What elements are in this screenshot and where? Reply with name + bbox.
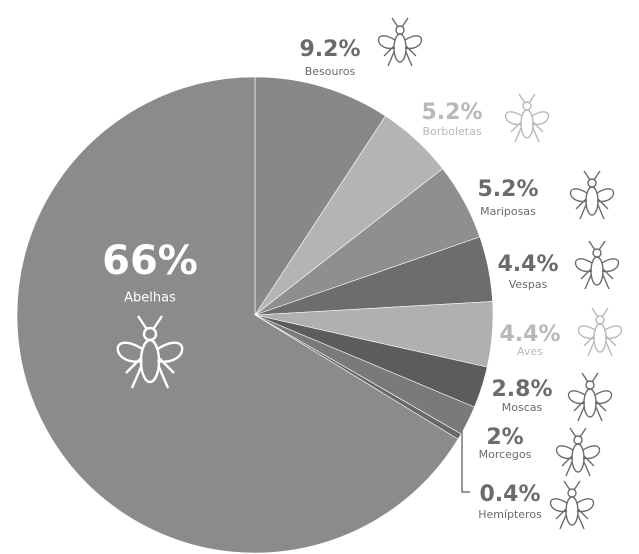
icon — [577, 307, 623, 357]
icon-body — [571, 443, 585, 473]
icon-head — [595, 315, 605, 325]
icon-body — [590, 256, 604, 286]
icon-wings — [574, 258, 620, 273]
icon-head — [395, 25, 405, 35]
icon-head — [567, 488, 577, 498]
category-label: Morcegos — [479, 448, 532, 461]
percent-label: 5.2% — [477, 177, 538, 202]
icon-legs — [575, 170, 609, 220]
icon — [567, 372, 613, 422]
percent-label: 4.4% — [499, 322, 560, 347]
icon-wings — [116, 341, 184, 363]
icon-head — [585, 380, 595, 390]
icon-body — [585, 186, 599, 216]
pie-slice — [16, 76, 459, 554]
icon-legs — [561, 427, 595, 477]
percent-label: 2% — [486, 425, 523, 450]
icon-legs — [383, 17, 417, 67]
icon-wings — [504, 111, 550, 126]
category-label: Aves — [517, 345, 543, 358]
icon-body — [520, 109, 534, 139]
icon-head — [592, 248, 602, 258]
category-label: Vespas — [509, 278, 548, 291]
category-label: Mariposas — [480, 205, 536, 218]
icon-legs — [583, 307, 617, 357]
icon-body — [593, 323, 607, 353]
icon-wings — [567, 390, 613, 405]
icon — [504, 93, 550, 143]
percent-label: 2.8% — [491, 377, 552, 402]
icon-wings — [549, 498, 595, 513]
icon-head — [522, 101, 532, 111]
icon-wings — [577, 325, 623, 340]
icon-wings — [569, 188, 615, 203]
icon-legs — [580, 240, 614, 290]
percent-label: 9.2% — [299, 37, 360, 62]
icon-legs — [573, 372, 607, 422]
icon-body — [393, 33, 407, 63]
icon-head — [142, 326, 158, 342]
icon-head — [587, 178, 597, 188]
icon-legs — [555, 480, 589, 530]
icon — [574, 240, 620, 290]
icon-wings — [377, 35, 423, 50]
percent-label: 5.2% — [421, 100, 482, 125]
percent-label: 4.4% — [497, 252, 558, 277]
category-label: Besouros — [305, 65, 356, 78]
icon-legs — [125, 315, 175, 389]
icon-legs — [510, 93, 544, 143]
category-label: Abelhas — [124, 291, 176, 306]
category-label: Moscas — [502, 401, 543, 414]
category-label: Borboletas — [422, 125, 481, 138]
icon-body — [583, 388, 597, 418]
icon — [549, 480, 595, 530]
icon-body — [565, 496, 579, 526]
connector — [457, 419, 470, 493]
icon-wings — [555, 445, 601, 460]
percent-label: 0.4% — [479, 482, 540, 507]
icon-head — [573, 435, 583, 445]
icon — [555, 427, 601, 477]
icon — [377, 17, 423, 67]
icon — [116, 315, 184, 389]
category-label: Hemípteros — [478, 508, 542, 521]
pie-slice — [254, 76, 386, 317]
icon — [569, 170, 615, 220]
percent-label: 66% — [102, 238, 198, 284]
